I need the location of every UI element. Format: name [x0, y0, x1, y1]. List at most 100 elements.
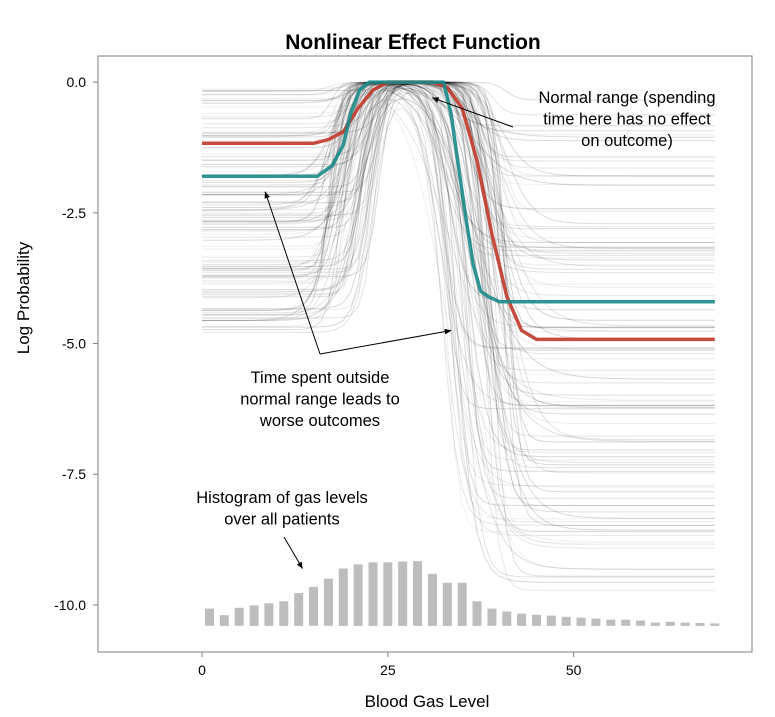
background-curve [202, 82, 715, 274]
background-curve [202, 83, 715, 531]
series-line-1 [202, 80, 715, 304]
background-curve [202, 81, 715, 328]
background-curve [202, 88, 715, 442]
background-curve [202, 83, 715, 526]
background-curve [202, 81, 715, 247]
y-tick-label: 0.0 [67, 74, 87, 90]
annotation-normal-range: Normal range (spending time here has no e… [538, 89, 715, 150]
background-curve [202, 82, 715, 549]
background-curve [202, 81, 715, 177]
histogram-bar [576, 617, 586, 626]
background-curve [202, 82, 715, 371]
histogram-bar [695, 623, 705, 626]
background-curves [202, 81, 715, 591]
annotation-outside-range: Time spent outside normal range leads to w… [240, 369, 400, 430]
y-axis-label: Log Probability [14, 241, 33, 354]
background-curve [202, 81, 715, 533]
background-curve [202, 81, 715, 228]
background-curve [202, 81, 715, 256]
background-curve [202, 89, 715, 546]
background-curve [202, 82, 715, 296]
histogram-bar [264, 603, 274, 626]
histogram-bar [665, 621, 675, 626]
background-curve [202, 81, 715, 185]
background-curve [202, 81, 715, 487]
y-tick-label: -7.5 [62, 466, 86, 482]
background-curve [202, 81, 715, 169]
histogram-bar [398, 561, 408, 626]
background-curve [202, 81, 715, 466]
histogram-bar [323, 578, 333, 626]
x-tick-label: 0 [198, 662, 206, 678]
background-curve [202, 82, 715, 298]
annotation-arrow [264, 191, 321, 355]
background-curve [202, 81, 715, 203]
x-tick-label: 50 [566, 662, 582, 678]
histogram-bar [457, 582, 467, 626]
background-curve [202, 82, 715, 410]
background-curve [202, 82, 715, 355]
histogram-bar [442, 582, 452, 626]
annotations: Normal range (spending time here has no e… [196, 89, 716, 570]
background-curve [202, 90, 715, 488]
background-curve [202, 81, 715, 250]
background-curve [202, 81, 715, 384]
background-curve [202, 81, 715, 311]
histogram-bar [472, 601, 482, 626]
histogram-bar [234, 607, 244, 626]
background-curve [202, 84, 715, 270]
background-curve [202, 83, 715, 270]
background-curve [202, 81, 715, 266]
background-curve [202, 81, 715, 469]
background-curve [202, 81, 715, 443]
histogram-bar [561, 616, 571, 626]
background-curve [202, 98, 715, 380]
background-curve [202, 82, 715, 310]
histogram-bar [205, 608, 214, 626]
histogram-bar [338, 568, 348, 626]
background-curve [202, 82, 715, 316]
background-curve [202, 98, 715, 570]
histogram-bar [532, 614, 541, 626]
background-curve [202, 81, 715, 158]
background-curve [202, 81, 715, 321]
histogram-bar [353, 564, 363, 626]
background-curve [202, 82, 715, 506]
background-curve [202, 81, 715, 591]
background-curve [202, 82, 715, 425]
background-curve [202, 107, 715, 406]
background-curve [202, 82, 715, 578]
histogram-bar [517, 613, 527, 626]
background-curve [202, 81, 715, 312]
background-curve [202, 81, 715, 474]
background-curve [202, 81, 715, 451]
histogram-bar [309, 586, 318, 626]
background-curve [202, 82, 715, 350]
histogram-bar [650, 622, 660, 626]
histogram-bar [383, 562, 393, 626]
background-curve [202, 83, 715, 243]
histogram-bar [502, 611, 512, 626]
background-curve [202, 81, 715, 285]
annotation-histogram: Histogram of gas levels over all patients [196, 489, 368, 529]
x-axis-label: Blood Gas Level [365, 692, 490, 711]
histogram-bar [680, 622, 690, 626]
background-curve [202, 81, 715, 177]
background-curve [202, 81, 715, 276]
histogram-bar [294, 593, 304, 626]
background-curve [202, 83, 715, 288]
histogram-bar [636, 620, 645, 626]
background-curve [202, 82, 715, 570]
background-curve [202, 81, 715, 376]
background-curve [202, 83, 715, 458]
histogram-bar [591, 618, 601, 626]
background-curve [202, 81, 715, 532]
series-lines [202, 80, 715, 342]
background-curve [202, 81, 715, 360]
background-curve [202, 105, 715, 543]
y-tick-label: -5.0 [62, 336, 86, 352]
background-curve [202, 81, 715, 526]
background-curve [202, 81, 715, 138]
background-curve [202, 81, 715, 210]
